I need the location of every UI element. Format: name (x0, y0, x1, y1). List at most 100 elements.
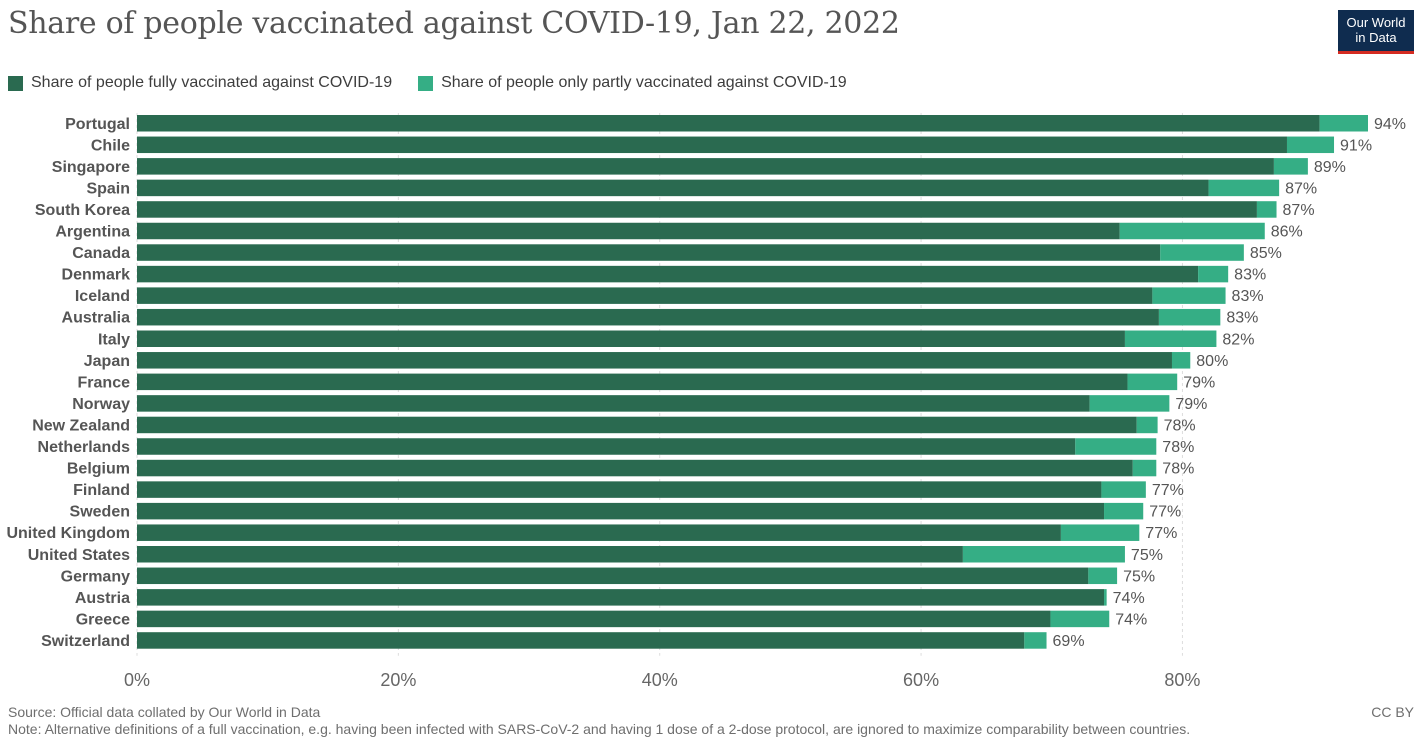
value-label: 74% (1115, 611, 1147, 628)
chart-footer: Source: Official data collated by Our Wo… (8, 704, 1190, 738)
bar-partly-vaccinated[interactable] (1119, 222, 1265, 240)
bar-fully-vaccinated[interactable] (137, 287, 1153, 304)
value-label: 79% (1175, 396, 1207, 413)
bar-partly-vaccinated[interactable] (1160, 244, 1244, 261)
value-label: 86% (1271, 224, 1303, 241)
value-label: 87% (1285, 180, 1317, 197)
value-label: 78% (1162, 461, 1194, 478)
bar-partly-vaccinated[interactable] (1127, 373, 1178, 391)
value-label: 83% (1232, 288, 1264, 305)
bar-fully-vaccinated[interactable] (137, 201, 1257, 218)
bar-fully-vaccinated[interactable] (137, 481, 1102, 498)
bar-partly-vaccinated[interactable] (1132, 459, 1157, 477)
license-link[interactable]: CC BY (1371, 704, 1414, 720)
value-label: 69% (1053, 633, 1085, 650)
bar-fully-vaccinated[interactable] (137, 244, 1161, 261)
legend-swatch-partial (418, 75, 434, 91)
bar-partly-vaccinated[interactable] (1256, 201, 1277, 218)
legend-item-partial[interactable]: Share of people only partly vaccinated a… (418, 74, 847, 92)
bar-fully-vaccinated[interactable] (137, 158, 1274, 175)
logo-line-1: Our World (1346, 15, 1406, 30)
bar-partly-vaccinated[interactable] (962, 546, 1125, 563)
bar-fully-vaccinated[interactable] (137, 502, 1105, 520)
bar-partly-vaccinated[interactable] (1124, 330, 1217, 348)
country-label: Italy (98, 331, 130, 348)
bar-fully-vaccinated[interactable] (137, 136, 1287, 154)
value-label: 78% (1164, 417, 1196, 434)
bar-fully-vaccinated[interactable] (137, 373, 1128, 391)
bar-partly-vaccinated[interactable] (1136, 416, 1158, 434)
value-label: 77% (1145, 525, 1177, 542)
country-label: Germany (61, 568, 130, 585)
value-label: 77% (1152, 482, 1184, 499)
bar-fully-vaccinated[interactable] (137, 395, 1090, 412)
country-label: Iceland (75, 288, 130, 305)
bar-fully-vaccinated[interactable] (137, 589, 1105, 606)
value-label: 85% (1250, 245, 1282, 262)
bar-partly-vaccinated[interactable] (1088, 567, 1118, 585)
bar-fully-vaccinated[interactable] (137, 330, 1125, 348)
bar-fully-vaccinated[interactable] (137, 438, 1076, 455)
bar-fully-vaccinated[interactable] (137, 632, 1025, 649)
x-tick-label: 60% (903, 670, 939, 690)
bar-chart: 0% 20% 40% 60% 80% Portugal 94% Chile 91% Singapo… (6, 113, 1406, 690)
bar-partly-vaccinated[interactable] (1198, 265, 1229, 283)
value-label: 89% (1314, 159, 1346, 176)
bar-partly-vaccinated[interactable] (1104, 502, 1144, 520)
bar-partly-vaccinated[interactable] (1024, 632, 1047, 649)
bar-fully-vaccinated[interactable] (137, 567, 1089, 585)
bar-partly-vaccinated[interactable] (1089, 395, 1170, 412)
legend-item-full[interactable]: Share of people fully vaccinated against… (8, 74, 392, 92)
bar-partly-vaccinated[interactable] (1152, 287, 1226, 304)
bar-fully-vaccinated[interactable] (137, 265, 1199, 283)
value-label: 87% (1283, 202, 1315, 219)
bar-partly-vaccinated[interactable] (1104, 589, 1107, 606)
bar-fully-vaccinated[interactable] (137, 524, 1061, 541)
bar-partly-vaccinated[interactable] (1050, 610, 1110, 628)
country-label: South Korea (35, 202, 130, 219)
country-label: New Zealand (32, 417, 130, 434)
bar-fully-vaccinated[interactable] (137, 352, 1172, 369)
value-label: 77% (1149, 504, 1181, 521)
logo-line-2: in Data (1355, 30, 1397, 45)
value-label: 79% (1183, 374, 1215, 391)
country-label: Canada (72, 245, 130, 262)
country-label: Singapore (52, 159, 130, 176)
bar-partly-vaccinated[interactable] (1286, 136, 1335, 154)
bar-fully-vaccinated[interactable] (137, 546, 963, 563)
value-label: 75% (1131, 547, 1163, 564)
bar-fully-vaccinated[interactable] (137, 610, 1051, 628)
chart-title: Share of people vaccinated against COVID… (8, 6, 900, 41)
country-label: Australia (62, 310, 131, 327)
bar-fully-vaccinated[interactable] (137, 222, 1120, 240)
owid-logo[interactable]: Our World in Data (1338, 10, 1414, 54)
value-label: 78% (1162, 439, 1194, 456)
bar-partly-vaccinated[interactable] (1319, 115, 1368, 132)
bar-fully-vaccinated[interactable] (137, 416, 1137, 434)
bar-partly-vaccinated[interactable] (1060, 524, 1140, 541)
country-label: Switzerland (41, 633, 130, 650)
bar-partly-vaccinated[interactable] (1208, 179, 1280, 197)
bar-fully-vaccinated[interactable] (137, 459, 1133, 477)
bar-partly-vaccinated[interactable] (1158, 308, 1221, 326)
country-label: Norway (72, 396, 130, 413)
value-label: 82% (1222, 331, 1254, 348)
bar-partly-vaccinated[interactable] (1171, 352, 1191, 369)
country-label: Netherlands (38, 439, 131, 456)
source-text[interactable]: Source: Official data collated by Our Wo… (8, 704, 321, 720)
bar-partly-vaccinated[interactable] (1101, 481, 1146, 498)
country-label: Japan (84, 353, 130, 370)
bar-fully-vaccinated[interactable] (137, 115, 1320, 132)
bar-fully-vaccinated[interactable] (137, 308, 1159, 326)
bar-partly-vaccinated[interactable] (1075, 438, 1157, 455)
value-label: 91% (1340, 137, 1372, 154)
country-label: Portugal (65, 116, 130, 133)
country-label: Argentina (55, 224, 130, 241)
country-label: Austria (75, 590, 130, 607)
legend-swatch-full (8, 75, 23, 91)
bar-partly-vaccinated[interactable] (1273, 158, 1308, 175)
logo-accent-bar (1338, 51, 1414, 54)
country-label: United Kingdom (6, 525, 130, 542)
country-label: France (78, 374, 131, 391)
bar-fully-vaccinated[interactable] (137, 179, 1209, 197)
